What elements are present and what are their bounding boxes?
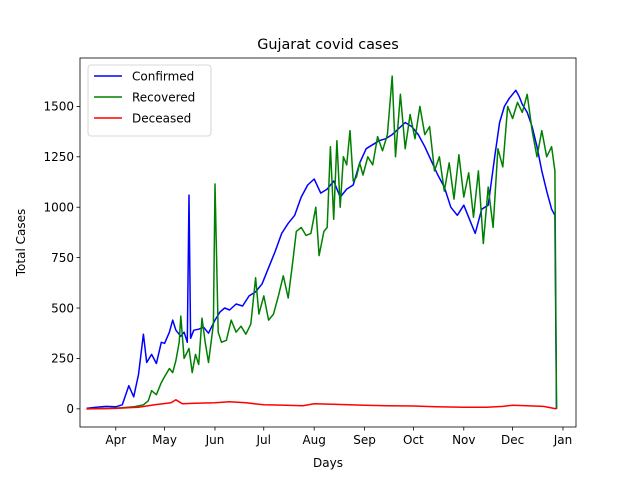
x-tick-label: Sep bbox=[353, 433, 376, 447]
x-tick-label: May bbox=[152, 433, 177, 447]
x-tick-label: Jun bbox=[205, 433, 225, 447]
legend-label-confirmed: Confirmed bbox=[132, 69, 194, 83]
series-line-recovered bbox=[86, 75, 558, 410]
y-tick-label: 1250 bbox=[43, 150, 74, 164]
x-axis-label: Days bbox=[313, 456, 343, 470]
x-tick-label: Aug bbox=[302, 433, 325, 447]
series-line-deceased bbox=[86, 399, 557, 410]
chart-title: Gujarat covid cases bbox=[257, 37, 399, 53]
legend-label-deceased: Deceased bbox=[132, 111, 191, 125]
series-line-confirmed bbox=[86, 89, 558, 410]
y-axis: 0 250 500 750 1000 1250 1500 bbox=[43, 100, 80, 416]
series-layer bbox=[86, 75, 558, 410]
x-tick-label: Jul bbox=[256, 433, 271, 447]
legend-label-recovered: Recovered bbox=[132, 90, 195, 104]
x-tick-label: Oct bbox=[403, 433, 424, 447]
y-tick-label: 1000 bbox=[43, 201, 74, 215]
legend: Confirmed Recovered Deceased bbox=[87, 64, 212, 137]
y-tick-label: 500 bbox=[51, 301, 74, 315]
y-tick-label: 250 bbox=[51, 352, 74, 366]
y-axis-label: Total Cases bbox=[14, 209, 28, 277]
plot-area-frame bbox=[79, 57, 577, 428]
y-tick-label: 0 bbox=[66, 402, 74, 416]
x-tick-label: Jan bbox=[553, 433, 573, 447]
x-tick-label: Apr bbox=[105, 433, 126, 447]
x-tick-label: Dec bbox=[501, 433, 524, 447]
x-axis: Apr May Jun Jul Aug Sep Oct Nov Dec Jan bbox=[105, 427, 572, 447]
x-tick-label: Nov bbox=[452, 433, 475, 447]
y-tick-label: 1500 bbox=[43, 100, 74, 114]
y-tick-label: 750 bbox=[51, 251, 74, 265]
